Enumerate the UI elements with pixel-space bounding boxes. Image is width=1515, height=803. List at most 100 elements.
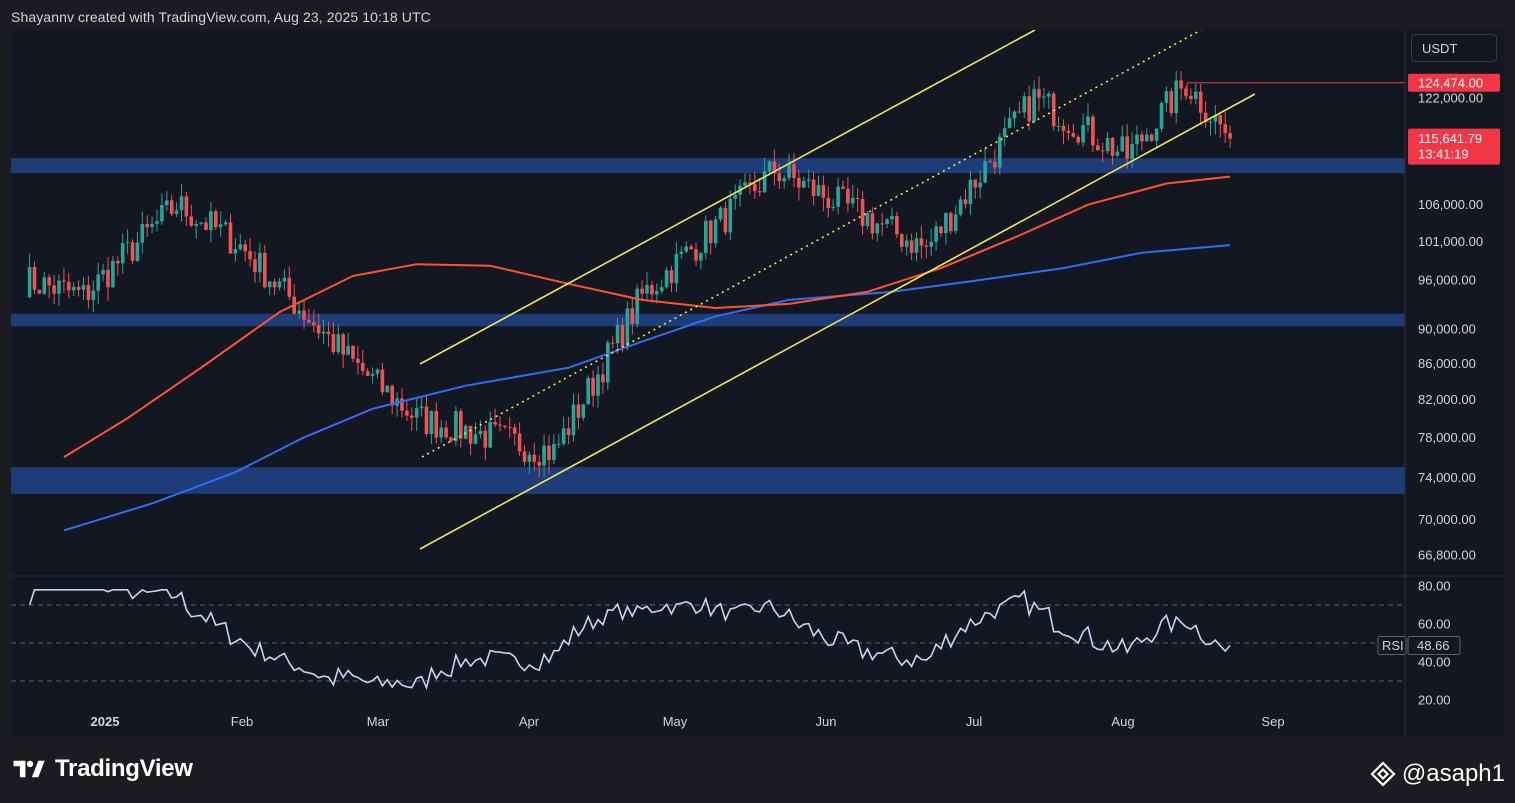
candle-body (101, 269, 105, 275)
candle-body (566, 428, 571, 436)
candle-body (120, 243, 125, 264)
candle-body (400, 398, 404, 411)
candle-body (860, 198, 865, 226)
candle-body (116, 260, 120, 264)
candle-body (1091, 116, 1095, 146)
candle-body (851, 197, 855, 204)
candle-body (993, 162, 997, 168)
candle-body (1164, 91, 1169, 103)
candle-body (243, 244, 247, 252)
author-watermark: @asaph1 (1370, 760, 1505, 788)
watermark-handle: @asaph1 (1401, 760, 1505, 787)
candle-body (1194, 91, 1198, 99)
candle-body (160, 205, 164, 222)
candle-body (1037, 89, 1041, 98)
high-price-tag-bg (1408, 73, 1500, 92)
chart-area[interactable]: 122,000.00 106,000.00 101,000.00 96,000.00 9… (11, 30, 1504, 736)
price-pane (11, 30, 1405, 550)
candle-body (47, 277, 51, 286)
candle-body (865, 213, 870, 226)
high-price-tag: 124,474.00 (1408, 73, 1500, 92)
candle-body (748, 182, 752, 185)
candle-body (32, 266, 37, 290)
candle-body (263, 252, 267, 288)
candle-body (498, 424, 502, 426)
candle-body (762, 171, 767, 193)
candle-body (1002, 128, 1007, 137)
candle-body (1017, 111, 1022, 113)
candle-body (57, 280, 61, 294)
candle-body (1081, 125, 1085, 143)
candle-body (836, 186, 840, 207)
rsi-value-tag: RSI 48.66 (1377, 636, 1461, 656)
candle-body (782, 178, 786, 182)
candle-body (708, 220, 713, 244)
time-tick-label: May (663, 714, 688, 729)
candle-body (978, 182, 982, 188)
candle-body (321, 331, 326, 334)
candle-body (1135, 134, 1139, 145)
candle-body (650, 285, 654, 295)
candle-body (434, 410, 439, 438)
candle-body (439, 427, 443, 438)
candle-body (973, 179, 978, 188)
candle-body (96, 274, 100, 291)
candle-body (449, 437, 453, 442)
candle-body (772, 161, 777, 174)
candle-body (914, 238, 919, 253)
candle-body (356, 358, 360, 363)
candle-body (165, 200, 169, 206)
candle-body (194, 223, 198, 226)
candle-body (958, 199, 963, 215)
candle-body (542, 445, 546, 466)
candle-body (223, 222, 228, 225)
candle-body (1110, 137, 1115, 156)
candle-body (929, 241, 933, 247)
candle-body (1086, 116, 1090, 126)
rsi-name-label: RSI (1382, 638, 1404, 653)
price-tick-label: 90,000.00 (1418, 321, 1476, 336)
candle-body (949, 212, 953, 231)
candle-body (635, 288, 639, 324)
candle-body (1159, 102, 1164, 129)
candle-body (331, 334, 336, 353)
candle-body (718, 207, 723, 220)
candle-body (419, 406, 424, 409)
candle-body (140, 223, 145, 243)
candle-body (444, 427, 448, 438)
bar-countdown-label: 13:41:19 (1418, 147, 1469, 162)
candle-body (228, 222, 233, 254)
time-tick-label: Mar (367, 714, 390, 729)
chart-canvas[interactable]: 122,000.00 106,000.00 101,000.00 96,000.00 9… (11, 30, 1504, 736)
price-tick-label: 96,000.00 (1418, 272, 1476, 287)
candle-body (723, 207, 728, 233)
candle-body (454, 411, 458, 442)
candle-body (684, 246, 688, 252)
candle-body (870, 213, 875, 234)
candle-body (895, 215, 899, 235)
candle-body (1007, 118, 1012, 129)
candle-body (282, 277, 287, 282)
tradingview-logo[interactable]: TradingView (13, 755, 193, 783)
time-tick-label: Feb (231, 714, 253, 729)
candle-body (307, 319, 311, 323)
candle-body (71, 286, 76, 291)
candle-body (169, 200, 174, 214)
candle-body (410, 415, 414, 418)
candle-body (1042, 96, 1046, 98)
candle-body (238, 244, 243, 250)
currency-selector-button[interactable]: USDT (1411, 34, 1497, 62)
candle-body (963, 199, 968, 205)
candle-body (1012, 111, 1017, 119)
last-price-tag-bg (1408, 128, 1500, 165)
price-tick-label: 122,000.00 (1418, 91, 1483, 106)
rsi-line (28, 588, 1231, 691)
candle-body (1096, 145, 1100, 151)
candle-body (27, 266, 32, 298)
candle-body (640, 288, 644, 294)
time-tick-label: Apr (519, 714, 540, 729)
candle-body (841, 186, 845, 189)
candle-body (620, 324, 625, 348)
candle-body (380, 369, 385, 393)
support-zone-2 (11, 313, 1405, 327)
